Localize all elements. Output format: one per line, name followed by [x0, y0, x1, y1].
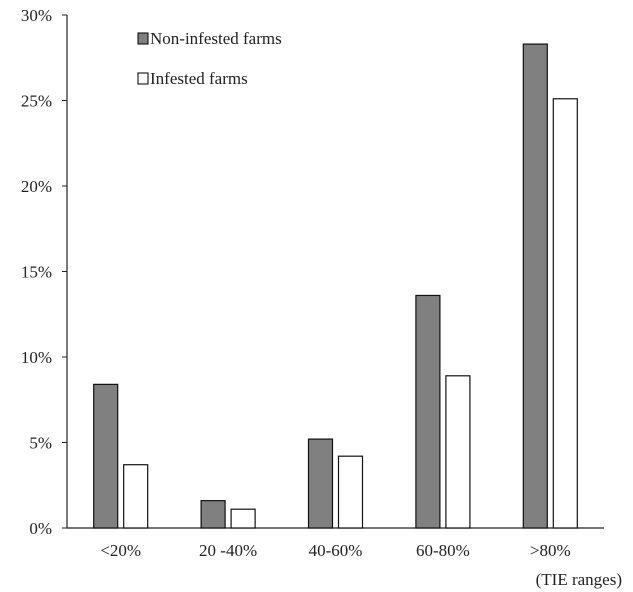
y-tick-label: 0% — [29, 519, 52, 538]
x-category-label: 60-80% — [416, 541, 470, 560]
y-tick-label: 5% — [29, 434, 52, 453]
x-category-label: 20 -40% — [199, 541, 257, 560]
bars — [93, 43, 578, 529]
y-tick-label: 20% — [21, 177, 52, 196]
y-tick-label: 10% — [21, 348, 52, 367]
x-category-label: <20% — [100, 541, 141, 560]
bar-non-infested — [415, 294, 441, 529]
bar-infested — [445, 375, 471, 529]
bar-infested — [230, 508, 256, 529]
bar-non-infested — [307, 438, 334, 529]
bar-non-infested — [200, 500, 226, 529]
x-category-label: 40-60% — [309, 541, 363, 560]
y-tick-label: 15% — [21, 263, 52, 282]
y-axis: 0% 5% 10% 15% 20% 25% 30% — [21, 6, 68, 538]
bar-infested — [123, 464, 149, 529]
legend-label: Non-infested farms — [150, 29, 282, 48]
bar-infested — [337, 455, 364, 529]
y-tick-label: 25% — [21, 92, 52, 111]
legend: Non-infested farms Infested farms — [137, 29, 282, 88]
x-axis-label: (TIE ranges) — [536, 570, 622, 589]
y-tick-label: 30% — [21, 6, 52, 25]
x-category-label: >80% — [530, 541, 571, 560]
x-axis: <20% 20 -40% 40-60% 60-80% >80% — [67, 527, 604, 560]
bar-infested — [552, 98, 578, 529]
legend-swatch — [137, 72, 149, 85]
bar-non-infested — [93, 383, 119, 529]
legend-label: Infested farms — [150, 69, 248, 88]
legend-swatch — [137, 32, 149, 45]
bar-non-infested — [522, 43, 548, 529]
